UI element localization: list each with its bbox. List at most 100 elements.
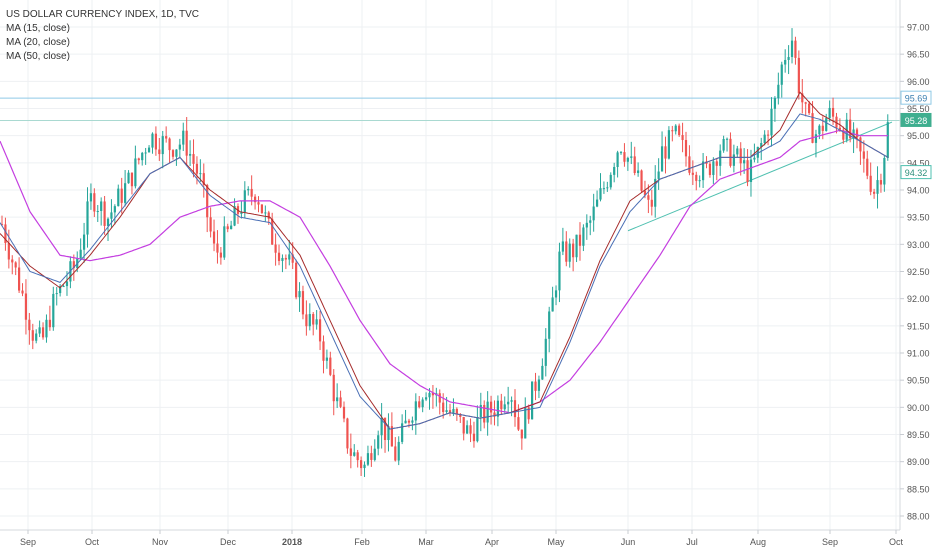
candle-down <box>0 224 4 226</box>
candle-up <box>476 417 479 442</box>
candle-up <box>387 426 390 441</box>
candle-up <box>325 357 328 361</box>
legend-ma15: MA (15, close) <box>6 23 70 34</box>
candle-up <box>592 206 595 221</box>
candle-down <box>301 291 305 315</box>
trend-line <box>627 121 893 232</box>
candle-up <box>551 297 554 312</box>
grid-lines <box>0 0 900 530</box>
candle-down <box>370 453 373 460</box>
candle-down <box>681 135 684 141</box>
candle-down <box>797 57 800 94</box>
candle-down <box>838 127 841 130</box>
candle-up <box>315 319 318 325</box>
candle-down <box>739 148 742 164</box>
candle-up <box>554 290 558 298</box>
candle-up <box>199 173 202 175</box>
candle-down <box>849 119 852 139</box>
candle-down <box>383 417 387 441</box>
candle-down <box>41 327 45 338</box>
candle-up <box>732 154 735 166</box>
candle-down <box>472 433 476 442</box>
candle-down <box>226 226 229 230</box>
y-axis-ticks: 88.00 88.50 89.00 89.50 90.00 90.50 91.00 91.50… <box>900 23 930 522</box>
y-tick-label: 92.00 <box>907 294 930 304</box>
candle-up <box>445 410 448 412</box>
candle-down <box>274 244 277 253</box>
candle-up <box>45 319 48 338</box>
candle-down <box>500 400 503 410</box>
axes <box>0 0 901 531</box>
candle-up <box>763 134 766 144</box>
candle-up <box>657 171 660 179</box>
candle-down <box>216 243 219 253</box>
candle-down <box>650 199 653 207</box>
candle-down <box>418 401 421 408</box>
candle-down <box>339 397 342 407</box>
candle-down <box>729 138 732 166</box>
y-tick-label: 88.00 <box>907 512 930 522</box>
legend-title: US DOLLAR CURRENCY INDEX, 1D, TVC <box>6 9 200 20</box>
candle-down <box>671 130 674 132</box>
candle-down <box>322 341 325 361</box>
candle-up <box>223 226 226 258</box>
candle-down <box>192 154 195 164</box>
candle-down <box>462 416 465 434</box>
y-tick-label: 97.00 <box>907 23 930 33</box>
candle-down <box>253 196 257 203</box>
candle-down <box>342 406 346 419</box>
candle-up <box>161 136 164 155</box>
x-axis-ticks: Sep Oct Nov Dec 2018 Feb Mar Apr May Jun Jul Aug Sep… <box>20 530 903 547</box>
candle-up <box>814 134 818 143</box>
candle-up <box>613 167 616 175</box>
candle-down <box>879 180 883 185</box>
candle-down <box>14 262 17 268</box>
candle-down <box>48 319 51 328</box>
y-tick-label: 94.00 <box>907 186 930 196</box>
candle-up <box>773 98 777 109</box>
candle-down <box>684 140 688 157</box>
candle-up <box>503 404 506 410</box>
candle-down <box>267 212 270 219</box>
candle-up <box>558 251 561 291</box>
y-tick-label: 96.00 <box>907 77 930 87</box>
candle-down <box>137 158 140 161</box>
candle-up <box>787 56 790 60</box>
candle-up <box>585 222 588 228</box>
candle-down <box>4 224 7 244</box>
candle-down <box>21 290 24 294</box>
candle-down <box>295 262 298 298</box>
price-label-text: 95.28 <box>905 116 928 126</box>
candle-down <box>821 125 824 131</box>
candle-down <box>859 137 862 152</box>
candle-down <box>93 193 96 212</box>
candle-up <box>397 441 400 461</box>
candle-up <box>825 118 828 131</box>
candle-up <box>281 257 284 261</box>
candle-down <box>455 408 458 415</box>
candle-up <box>883 157 886 185</box>
candle-up <box>264 212 267 214</box>
y-tick-label: 89.50 <box>907 430 930 440</box>
candle-down <box>407 420 411 423</box>
candle-down <box>165 136 168 139</box>
candles <box>0 28 889 477</box>
candle-down <box>195 163 199 174</box>
candle-down <box>691 172 694 175</box>
candle-up <box>698 180 701 182</box>
candle-up <box>178 144 181 150</box>
candle-down <box>390 426 393 447</box>
candle-down <box>284 257 287 260</box>
candle-down <box>493 412 496 417</box>
candle-down <box>678 125 681 136</box>
candle-up <box>599 188 602 200</box>
candle-down <box>257 202 260 205</box>
candle-up <box>124 183 127 203</box>
candle-up <box>401 423 404 442</box>
candle-down <box>291 254 294 263</box>
candle-up <box>719 150 722 166</box>
candle-up <box>582 227 585 246</box>
x-tick-label: 2018 <box>282 537 302 547</box>
